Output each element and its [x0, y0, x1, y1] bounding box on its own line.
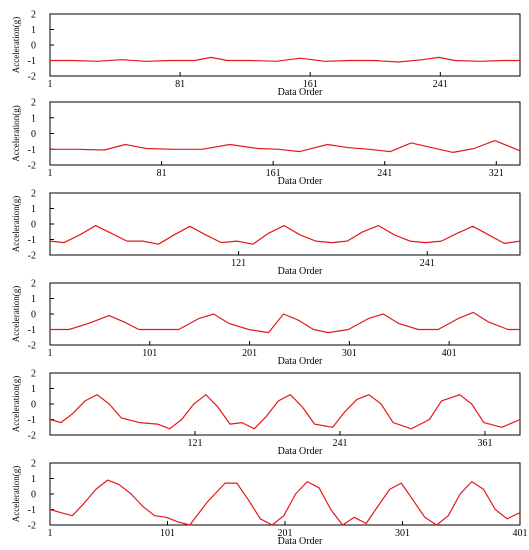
chart-panel-1: 2 1 0 -1 -2 1 81 161 241 Data Order Acceleration(g… [11, 10, 521, 98]
x-axis-label: Data Order [278, 266, 323, 277]
plot-frame [49, 462, 521, 526]
chart-panel-6: 2 1 0 -1 -2 1 101 201 301 401 Data Order Accelerati… [11, 459, 528, 548]
series-line [49, 394, 521, 430]
x-axis-label: Data Order [278, 176, 323, 187]
y-tick-label: 1 [31, 25, 36, 36]
x-axis-label: Data Order [278, 446, 323, 457]
y-tick-label: 1 [31, 474, 36, 485]
x-tick-label: 101 [142, 348, 157, 359]
y-tick-label: -1 [28, 505, 36, 516]
series-line [49, 479, 521, 526]
x-axis-label: Data Order [278, 356, 323, 367]
y-tick-label: 1 [31, 384, 36, 395]
x-tick-label: 81 [175, 79, 185, 90]
x-tick-label: 121 [187, 438, 202, 449]
x-axis-label: Data Order [278, 87, 323, 98]
y-tick-label: 2 [31, 98, 36, 109]
x-tick-label: 101 [160, 528, 175, 539]
y-tick-label: 0 [31, 490, 36, 501]
x-tick-label: 401 [442, 348, 457, 359]
y-tick-label: 0 [31, 220, 36, 231]
x-tick-label: 301 [395, 528, 410, 539]
y-tick-label: 2 [31, 279, 36, 290]
series-line [49, 225, 521, 245]
x-tick-label: 201 [242, 348, 257, 359]
y-tick-label: -1 [28, 56, 36, 67]
y-tick-label: -2 [28, 431, 36, 442]
y-axis-label: Acceleration(g) [11, 286, 21, 342]
y-tick-label: -2 [28, 521, 36, 532]
y-axis-label: Acceleration(g) [11, 196, 21, 252]
y-tick-label: 0 [31, 400, 36, 411]
plot-frame [49, 13, 521, 77]
chart-panel-3: 2 1 0 -1 -2 121 241 Data Order Acceleration(g) [11, 189, 521, 277]
x-tick-label: 241 [420, 258, 435, 269]
x-axis-label: Data Order [278, 536, 323, 547]
x-tick-label: 361 [477, 438, 492, 449]
y-tick-label: 0 [31, 310, 36, 321]
y-tick-label: -2 [28, 341, 36, 352]
y-tick-label: -2 [28, 251, 36, 262]
y-tick-label: 1 [31, 294, 36, 305]
x-tick-label: 161 [266, 168, 281, 179]
chart-panel-2: 2 1 0 -1 -2 1 81 161 241 321 Data Order Acceleratio… [11, 98, 521, 187]
plot-frame [49, 372, 521, 436]
y-tick-label: -2 [28, 161, 36, 172]
x-tick-label: 1 [48, 168, 53, 179]
y-tick-label: 2 [31, 459, 36, 470]
x-tick-label: 81 [157, 168, 167, 179]
y-tick-label: -1 [28, 415, 36, 426]
y-axis-label: Acceleration(g) [11, 17, 21, 73]
y-tick-label: 2 [31, 369, 36, 380]
y-axis-label: Acceleration(g) [11, 376, 21, 432]
y-tick-label: 1 [31, 113, 36, 124]
x-tick-label: 1 [48, 348, 53, 359]
x-tick-label: 121 [231, 258, 246, 269]
chart-panel-4: 2 1 0 -1 -2 1 101 201 301 401 Data Order Accelerati… [11, 279, 521, 367]
y-tick-label: -2 [28, 72, 36, 83]
x-tick-label: 1 [48, 79, 53, 90]
x-tick-label: 1 [48, 528, 53, 539]
x-tick-label: 241 [377, 168, 392, 179]
plot-frame [49, 101, 521, 166]
y-tick-label: -1 [28, 145, 36, 156]
chart-panel-5: 2 1 0 -1 -2 121 241 361 Data Order Acceleration(g… [11, 369, 521, 457]
series-line [50, 56, 520, 63]
x-tick-label: 301 [342, 348, 357, 359]
x-tick-label: 201 [278, 528, 293, 539]
y-tick-label: -1 [28, 325, 36, 336]
y-tick-label: 0 [31, 129, 36, 140]
y-tick-label: -1 [28, 235, 36, 246]
x-tick-label: 321 [489, 168, 504, 179]
y-tick-label: 0 [31, 41, 36, 52]
x-tick-label: 241 [433, 79, 448, 90]
x-tick-label: 161 [303, 79, 318, 90]
series-line [50, 140, 521, 153]
y-tick-label: 1 [31, 204, 36, 215]
y-tick-label: 2 [31, 189, 36, 200]
plot-frame [49, 192, 521, 256]
x-tick-label: 401 [513, 528, 528, 539]
y-axis-label: Acceleration(g) [11, 105, 21, 161]
y-axis-label: Acceleration(g) [11, 466, 21, 522]
series-line [50, 311, 520, 334]
y-tick-label: 2 [31, 10, 36, 21]
x-tick-label: 241 [332, 438, 347, 449]
